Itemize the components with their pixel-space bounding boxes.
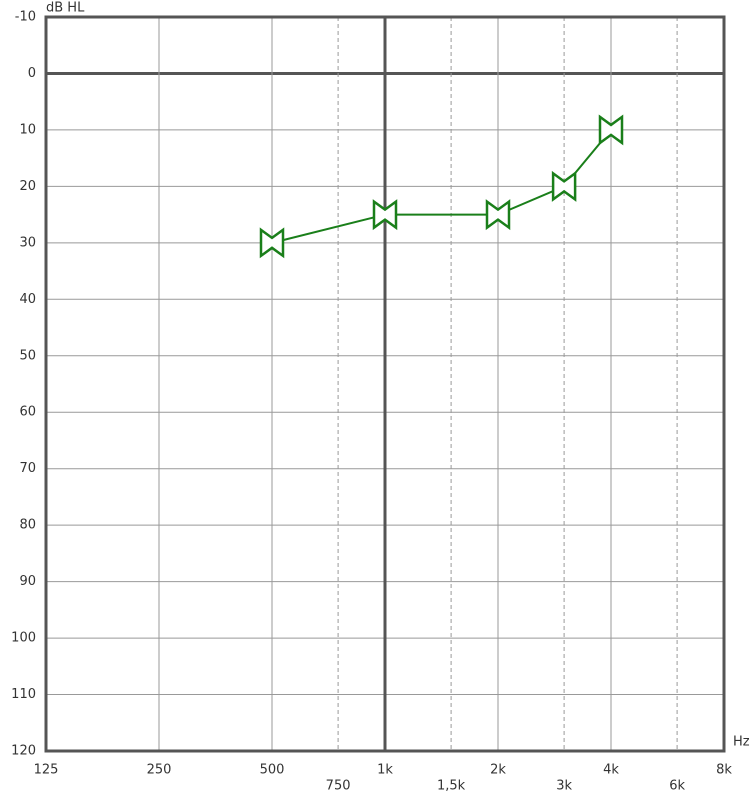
y-tick-label: 60 [19, 405, 36, 420]
y-tick-label: 120 [11, 744, 36, 759]
point-marker [485, 199, 511, 231]
y-tick-label: 0 [28, 66, 36, 81]
y-tick-label: -10 [15, 10, 36, 25]
y-tick-label: 80 [19, 518, 36, 533]
point-marker [598, 114, 624, 146]
y-tick-label: 100 [11, 631, 36, 646]
x-tick-label: 125 [34, 763, 59, 778]
x-tick-label: 4k [603, 763, 619, 778]
point-marker [551, 170, 577, 202]
x-tick-label: 1k [377, 763, 393, 778]
y-axis-label: dB HL [46, 1, 85, 16]
y-tick-label: 110 [11, 687, 36, 702]
y-tick-label: 10 [19, 122, 36, 137]
y-tick-label: 90 [19, 574, 36, 589]
plot-border [44, 15, 726, 753]
x-tick-label: 1,5k [437, 779, 466, 794]
x-tick-label: 500 [260, 763, 285, 778]
x-tick-label: 6k [669, 779, 685, 794]
point-marker [372, 199, 398, 231]
y-tick-label: 70 [19, 461, 36, 476]
x-tick-label: 2k [490, 763, 506, 778]
y-tick-label: 40 [19, 292, 36, 307]
y-tick-label: 30 [19, 235, 36, 250]
x-tick-label: 250 [147, 763, 172, 778]
x-tick-label: 3k [556, 779, 572, 794]
x-axis-label: Hz [733, 735, 750, 750]
x-tick-label: 750 [326, 779, 351, 794]
point-marker [259, 227, 285, 259]
x-tick-label: 8k [716, 763, 732, 778]
y-tick-label: 50 [19, 348, 36, 363]
y-tick-label: 20 [19, 179, 36, 194]
